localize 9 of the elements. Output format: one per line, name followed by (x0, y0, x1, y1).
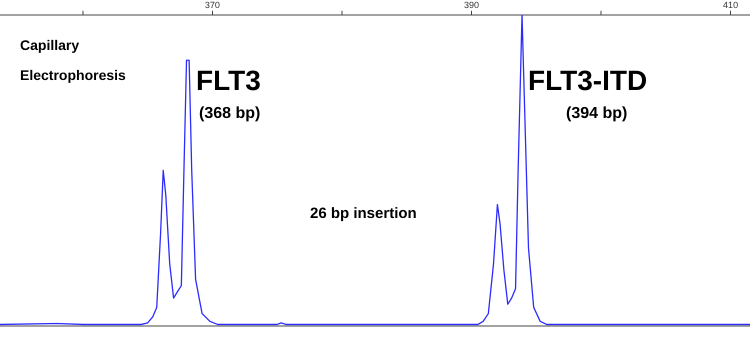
annotation: FLT3-ITD (528, 65, 648, 96)
annotation: (368 bp) (199, 105, 260, 122)
x-tick-label: 390 (464, 0, 480, 10)
annotation: Capillary Electrophoresis (20, 37, 126, 83)
x-tick-label: 370 (204, 0, 220, 10)
annotation: (394 bp) (566, 105, 628, 122)
annotation: 26 bp insertion (310, 205, 417, 222)
annotation: FLT3 (196, 65, 261, 96)
x-tick-label: 410 (723, 0, 738, 10)
